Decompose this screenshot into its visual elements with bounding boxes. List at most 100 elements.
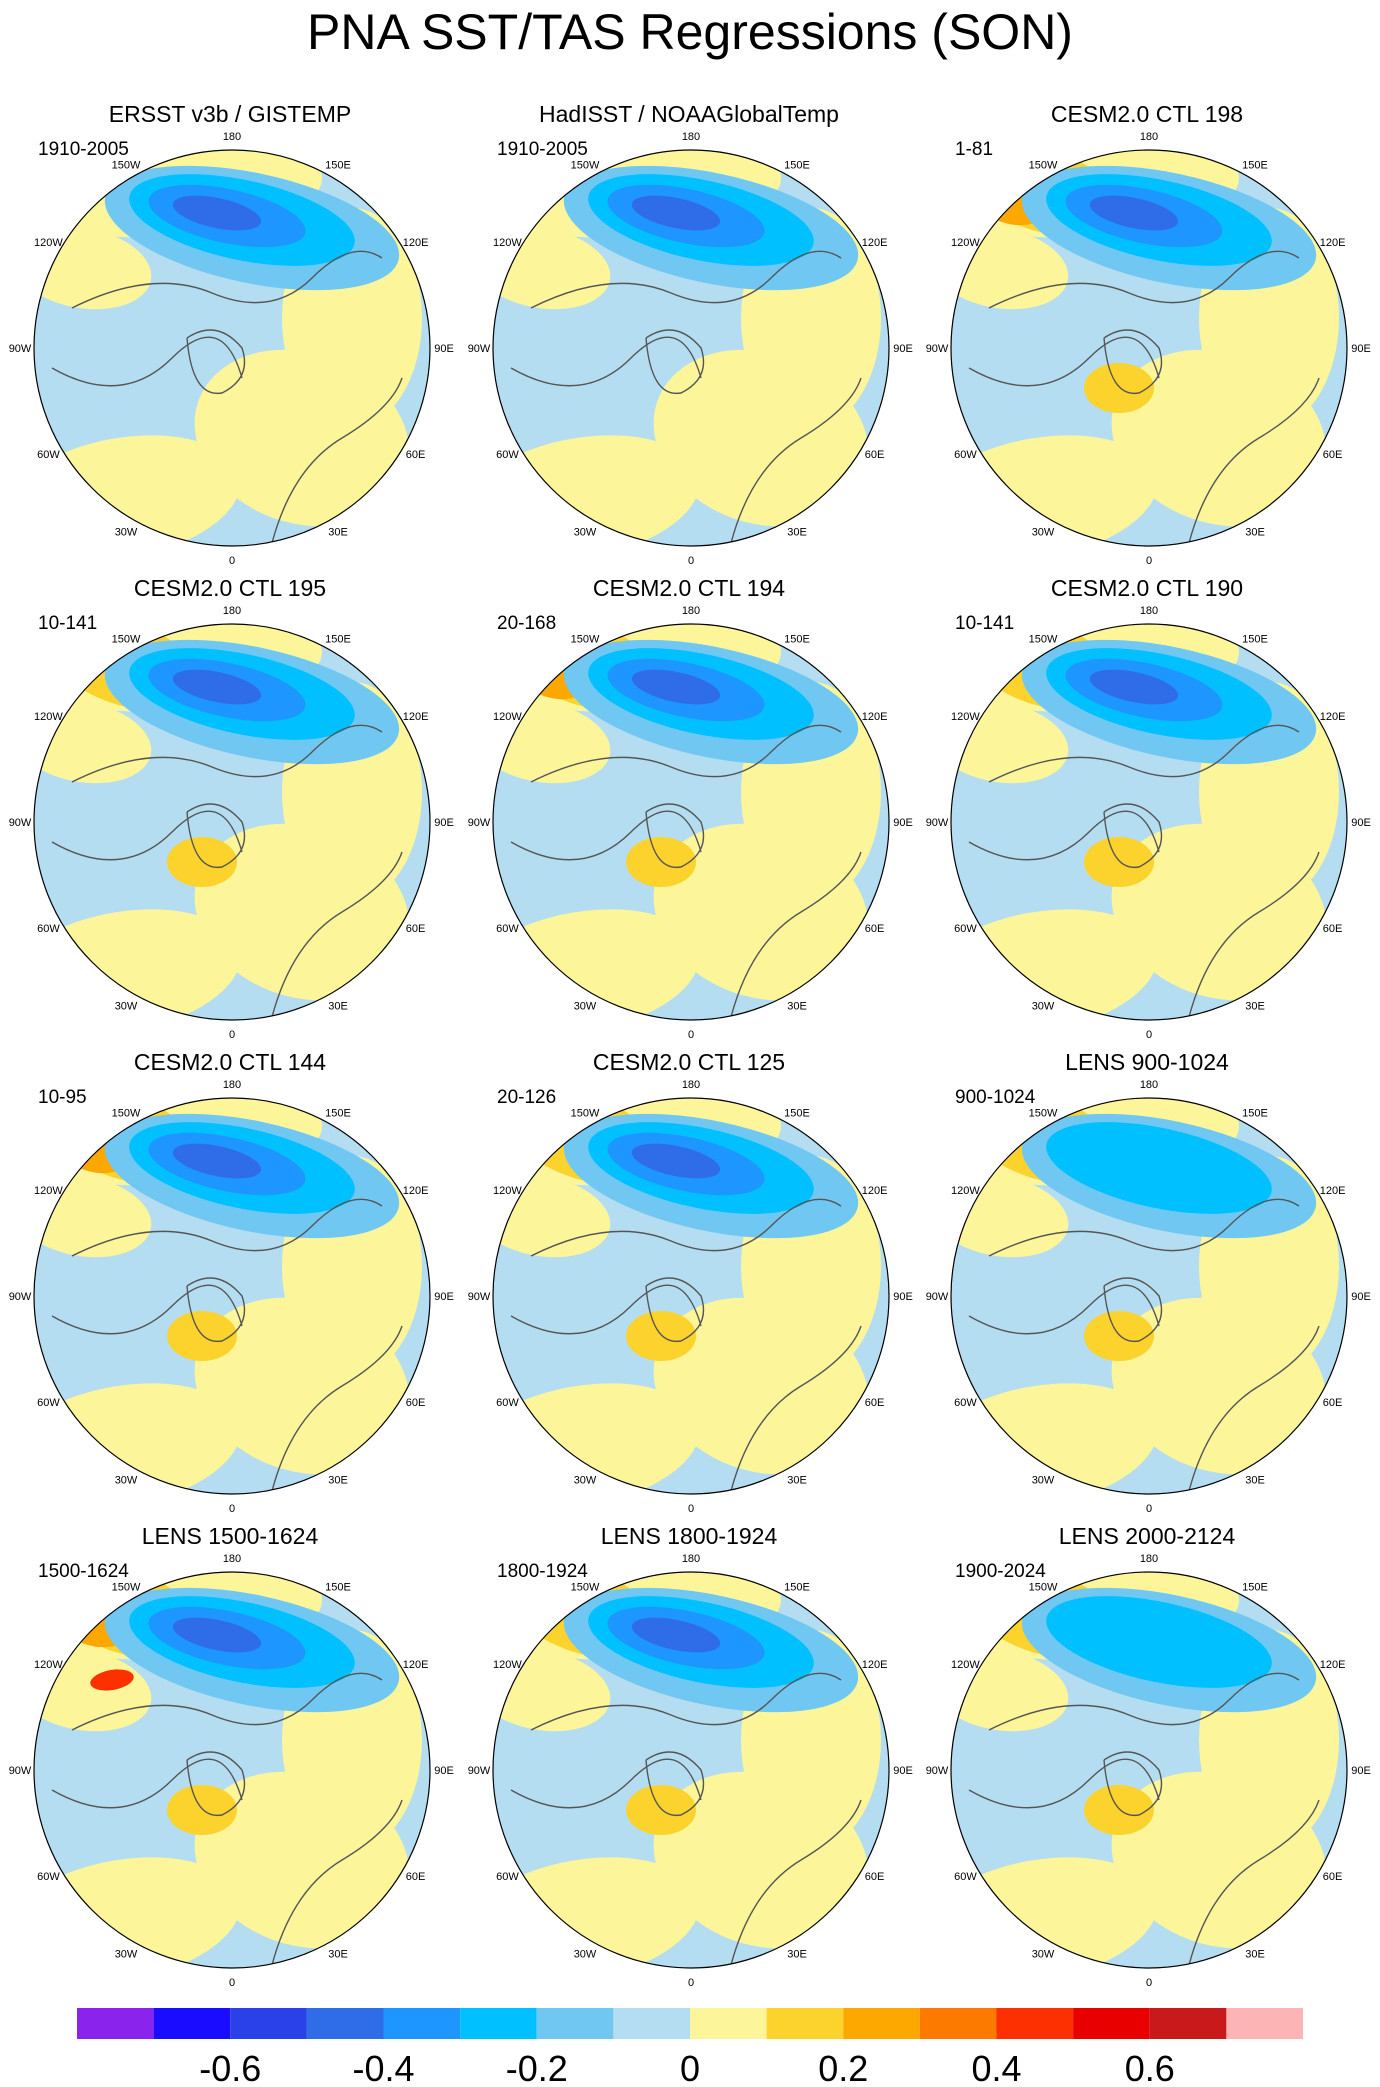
longitude-label: 120E bbox=[403, 237, 429, 249]
colorbar-swatch bbox=[77, 2008, 154, 2039]
coastline-greenland bbox=[1103, 1751, 1163, 1817]
longitude-label: 30E bbox=[1245, 1475, 1265, 1487]
polar-map: 180 150E 120E 90E 60E 30E 0 30W 60W 90W 120W 150W bbox=[926, 131, 1371, 567]
positive-strong-region bbox=[1084, 837, 1154, 887]
colorbar-swatch bbox=[153, 2008, 231, 2039]
longitude-label: 0 bbox=[688, 1029, 694, 1041]
longitude-label: 0 bbox=[1146, 1503, 1152, 1515]
longitude-label: 60W bbox=[37, 923, 60, 935]
coastline-eurasia-northamerica bbox=[530, 1198, 842, 1257]
positive-strong-region bbox=[1084, 1311, 1154, 1361]
negative-peak-region bbox=[631, 1143, 721, 1179]
longitude-label: 120E bbox=[1320, 237, 1346, 249]
longitude-label: 60E bbox=[1323, 1397, 1343, 1409]
longitude-label: 30E bbox=[1245, 527, 1265, 539]
coastline-greenland bbox=[186, 329, 246, 395]
longitude-label: 60W bbox=[954, 1871, 977, 1883]
negative-peak-region bbox=[631, 195, 721, 231]
coastline-eurasia-northamerica bbox=[71, 724, 383, 783]
negative-region bbox=[1046, 1122, 1272, 1214]
longitude-label: 0 bbox=[1146, 1029, 1152, 1041]
colorbar-swatch bbox=[690, 2008, 767, 2039]
longitude-label: 120W bbox=[493, 1659, 522, 1671]
longitude-label: 180 bbox=[223, 605, 241, 617]
longitude-label: 0 bbox=[1146, 1977, 1152, 1989]
longitude-label: 150E bbox=[1242, 159, 1268, 171]
longitude-label: 60E bbox=[1323, 923, 1343, 935]
longitude-label: 90W bbox=[9, 1765, 32, 1777]
longitude-label: 90W bbox=[926, 1291, 949, 1303]
panel-title: LENS 2000-2124 bbox=[1058, 1523, 1236, 1549]
positive-strong-region bbox=[626, 1785, 696, 1835]
field-layer bbox=[951, 1572, 1347, 1968]
coastline-europe bbox=[730, 1325, 862, 1492]
longitude-label: 30E bbox=[328, 1949, 348, 1961]
negative-peak-region bbox=[1089, 669, 1179, 705]
longitude-label: 90W bbox=[926, 817, 949, 829]
map-boundary bbox=[33, 623, 431, 1021]
longitude-label: 60W bbox=[37, 1397, 60, 1409]
longitude-label: 30W bbox=[115, 1475, 138, 1487]
longitude-label: 120W bbox=[34, 1185, 63, 1197]
longitude-label: 90E bbox=[1351, 1291, 1371, 1303]
map-panel: 180 150E 120E 90E 60E 30E 0 30W 60W 90W 120W 150W CE… bbox=[0, 574, 460, 1048]
longitude-label: 30W bbox=[574, 1949, 597, 1961]
colorbar-swatch bbox=[536, 2008, 614, 2039]
longitude-label: 120E bbox=[862, 1659, 888, 1671]
longitude-label: 60E bbox=[865, 923, 885, 935]
coastline-canada bbox=[968, 336, 1160, 387]
longitude-label: 150W bbox=[571, 1581, 600, 1593]
coastline-greenland bbox=[645, 329, 705, 395]
panel-period: 1500-1624 bbox=[38, 1561, 129, 1582]
longitude-label: 150W bbox=[1029, 633, 1058, 645]
longitude-label: 90W bbox=[468, 343, 491, 355]
longitude-label: 120E bbox=[862, 1185, 888, 1197]
colorbar-tick-label: -0.2 bbox=[506, 2048, 568, 2087]
longitude-label: 90W bbox=[926, 1765, 949, 1777]
polar-map: 180 150E 120E 90E 60E 30E 0 30W 60W 90W 120W 150W bbox=[468, 131, 913, 567]
longitude-label: 180 bbox=[223, 1079, 241, 1091]
coastline-europe bbox=[271, 1325, 403, 1492]
longitude-label: 30W bbox=[574, 527, 597, 539]
coastline-canada bbox=[968, 1284, 1160, 1335]
coastline-europe bbox=[730, 1799, 862, 1966]
longitude-label: 180 bbox=[223, 1553, 241, 1565]
longitude-label: 150W bbox=[1029, 1581, 1058, 1593]
field-layer bbox=[34, 1098, 430, 1494]
longitude-label: 60E bbox=[406, 1397, 426, 1409]
coastline-canada bbox=[51, 1284, 243, 1335]
longitude-label: 120W bbox=[951, 237, 980, 249]
panel-period: 1910-2005 bbox=[38, 139, 129, 160]
longitude-label: 30E bbox=[787, 1949, 807, 1961]
map-panel: 180 150E 120E 90E 60E 30E 0 30W 60W 90W 120W 150W LE… bbox=[459, 1522, 919, 1996]
longitude-label: 150W bbox=[112, 1107, 141, 1119]
coastline-canada bbox=[510, 1758, 702, 1809]
polar-map: 180 150E 120E 90E 60E 30E 0 30W 60W 90W 120W 150W bbox=[926, 1553, 1371, 1989]
negative-peak-region bbox=[172, 1617, 262, 1653]
panel-period: 1900-2024 bbox=[955, 1561, 1046, 1582]
field-layer bbox=[34, 1572, 430, 1968]
longitude-label: 120W bbox=[951, 1659, 980, 1671]
longitude-label: 30E bbox=[1245, 1949, 1265, 1961]
panel-period: 10-141 bbox=[38, 613, 98, 634]
coastline-europe bbox=[1188, 377, 1320, 544]
longitude-label: 60W bbox=[37, 1871, 60, 1883]
longitude-label: 120W bbox=[951, 1185, 980, 1197]
colorbar-swatch bbox=[460, 2008, 537, 2039]
polar-map: 180 150E 120E 90E 60E 30E 0 30W 60W 90W 120W 150W bbox=[9, 1079, 454, 1515]
longitude-label: 180 bbox=[682, 1079, 700, 1091]
colorbar-tick-label: 0 bbox=[680, 2048, 700, 2087]
longitude-label: 180 bbox=[223, 131, 241, 143]
colorbar-tick-label: 0.4 bbox=[971, 2048, 1021, 2087]
longitude-label: 30E bbox=[787, 527, 807, 539]
map-panel: 180 150E 120E 90E 60E 30E 0 30W 60W 90W 120W 150W CE… bbox=[0, 1048, 460, 1522]
longitude-label: 60E bbox=[865, 1871, 885, 1883]
longitude-label: 120W bbox=[493, 237, 522, 249]
longitude-label: 0 bbox=[688, 1503, 694, 1515]
coastline-canada bbox=[510, 810, 702, 861]
coastline-greenland bbox=[1103, 329, 1163, 395]
longitude-label: 90W bbox=[468, 817, 491, 829]
colorbar-swatch bbox=[766, 2008, 844, 2039]
longitude-label: 30W bbox=[1032, 527, 1055, 539]
map-boundary bbox=[492, 1571, 890, 1969]
